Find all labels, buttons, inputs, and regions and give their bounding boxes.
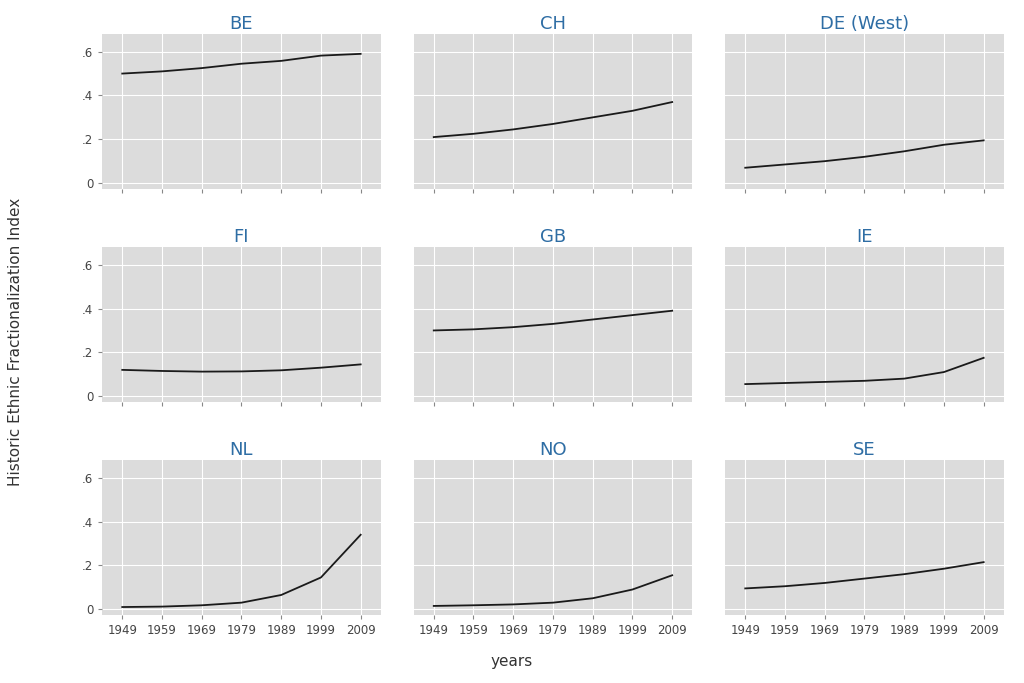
Title: SE: SE — [853, 441, 876, 459]
Title: DE (West): DE (West) — [820, 14, 909, 33]
Text: Historic Ethnic Fractionalization Index: Historic Ethnic Fractionalization Index — [8, 197, 23, 486]
Title: FI: FI — [233, 227, 249, 246]
Text: years: years — [490, 654, 534, 669]
Title: GB: GB — [540, 227, 566, 246]
Title: NL: NL — [229, 441, 253, 459]
Title: NO: NO — [540, 441, 566, 459]
Title: IE: IE — [856, 227, 872, 246]
Title: BE: BE — [229, 14, 253, 33]
Title: CH: CH — [540, 14, 566, 33]
